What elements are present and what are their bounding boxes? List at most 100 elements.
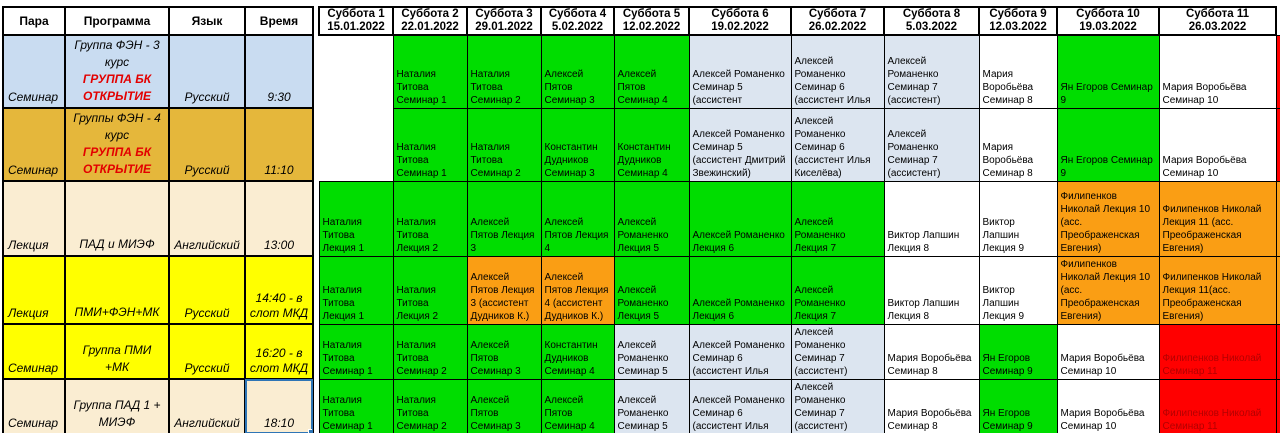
language-cell[interactable]: Русский	[168, 323, 246, 380]
schedule-cell[interactable]: Мария Воробьёва Семинар 8	[883, 323, 980, 380]
schedule-cell[interactable]: Алексей Пятов Семинар 3	[540, 34, 615, 109]
schedule-cell[interactable]: Мария Воробьёва Семинар 10	[1158, 34, 1277, 109]
schedule-cell[interactable]: Алексей Романенко Семинар 6 (ассистент И…	[688, 323, 792, 380]
time-cell-selected[interactable]: 18:10	[244, 378, 314, 433]
schedule-cell[interactable]: Алексей Романенко Лекция 7	[790, 180, 885, 257]
schedule-cell[interactable]: Филипенков Николай Лекция 10 (асс. Преоб…	[1056, 255, 1160, 325]
schedule-cell[interactable]: Наталия Титова Лекция 1	[318, 180, 394, 257]
schedule-cell[interactable]: Алексей Романенко Семинар 6 (ассистент И…	[790, 107, 885, 182]
schedule-cell[interactable]: Константин Дудников Семинар 4	[613, 107, 690, 182]
pair-cell[interactable]: Лекция	[2, 180, 66, 257]
time-cell[interactable]: 13:00	[244, 180, 314, 257]
schedule-cell[interactable]: Мария Воробьёва Семинар 8	[978, 107, 1058, 182]
pair-cell[interactable]: Семинар	[2, 378, 66, 433]
date-header-1[interactable]: Суббота 1 15.01.2022	[318, 6, 394, 36]
schedule-cell[interactable]: Алексей Романенко Лекция 6	[688, 255, 792, 325]
language-cell[interactable]: Русский	[168, 34, 246, 109]
schedule-cell[interactable]: Наталия Титова Семинар 1	[392, 107, 468, 182]
schedule-cell[interactable]: Константин Дудников Семинар 4	[540, 323, 615, 380]
schedule-cell[interactable]: Алексей Романенко Лекция 5	[613, 180, 690, 257]
schedule-cell[interactable]: Алексей Пятов Семинар 3	[466, 378, 542, 433]
schedule-cell[interactable]: Наталия Титова Лекция 2	[392, 180, 468, 257]
program-cell[interactable]: Группа ФЭН - 3 курс ГРУППА БК ОТКРЫТИЕ	[64, 34, 170, 109]
schedule-cell[interactable]: Алексей Пятов Лекция 3	[466, 180, 542, 257]
schedule-cell[interactable]: Константин Дудников Семинар 3	[540, 107, 615, 182]
schedule-cell[interactable]: Виктор Лапшин Лекция 9	[978, 255, 1058, 325]
schedule-cell[interactable]: Алексей Романенко Семинар 5 (ассистент Д…	[688, 107, 792, 182]
schedule-cell[interactable]: Алексей Романенко Семинар 5	[613, 378, 690, 433]
pair-cell[interactable]: Семинар	[2, 323, 66, 380]
schedule-cell[interactable]: Мария Воробьёва Семинар 10	[1056, 323, 1160, 380]
date-header-2[interactable]: Суббота 2 22.01.2022	[392, 6, 468, 36]
date-header-7[interactable]: Суббота 7 26.02.2022	[790, 6, 885, 36]
schedule-cell[interactable]: Наталия Титова Семинар 2	[392, 378, 468, 433]
date-header-6[interactable]: Суббота 6 19.02.2022	[688, 6, 792, 36]
schedule-cell[interactable]: Алексей Пятов Семинар 4	[540, 378, 615, 433]
schedule-cell[interactable]	[319, 108, 393, 181]
language-cell[interactable]: Русский	[168, 255, 246, 325]
schedule-cell[interactable]: Мария Воробьёва Семинар 10	[1056, 378, 1160, 433]
date-header-4[interactable]: Суббота 4 5.02.2022	[540, 6, 615, 36]
schedule-cell[interactable]: Алексей Романенко Семинар 7 (ассистент)	[790, 323, 885, 380]
language-cell[interactable]: Русский	[168, 107, 246, 182]
time-cell[interactable]: 14:40 - в слот МКД	[244, 255, 314, 325]
schedule-cell[interactable]: Ян Егоров Семинар 9	[978, 323, 1058, 380]
schedule-cell[interactable]: Ян Егоров Семинар 9	[1056, 34, 1160, 109]
language-cell[interactable]: Английский	[168, 378, 246, 433]
time-cell[interactable]: 9:30	[244, 34, 314, 109]
schedule-cell[interactable]: Наталия Титова Семинар 1	[318, 378, 394, 433]
header-language[interactable]: Язык	[168, 6, 246, 36]
schedule-cell[interactable]: Наталия Титова Семинар 2	[392, 323, 468, 380]
program-cell[interactable]: ПАД и МИЭФ	[64, 180, 170, 257]
schedule-cell[interactable]: Алексей Романенко Семинар 5	[613, 323, 690, 380]
program-cell[interactable]: Группа ПАД 1 + МИЭФ	[64, 378, 170, 433]
schedule-cell[interactable]: Наталия Титова Семинар 2	[466, 107, 542, 182]
header-pair[interactable]: Пара	[2, 6, 66, 36]
schedule-cell[interactable]: Мария Воробьёва Семинар 10	[1158, 107, 1277, 182]
time-cell[interactable]: 16:20 - в слот МКД	[244, 323, 314, 380]
date-header-5[interactable]: Суббота 5 12.02.2022	[613, 6, 690, 36]
schedule-cell[interactable]: Виктор Лапшин Лекция 8	[883, 180, 980, 257]
schedule-cell[interactable]: Наталия Титова Лекция 1	[318, 255, 394, 325]
schedule-cell[interactable]: Наталия Титова Семинар 1	[318, 323, 394, 380]
schedule-cell[interactable]: Алексей Пятов Лекция 3 (ассистент Дудник…	[466, 255, 542, 325]
schedule-cell[interactable]: Виктор Лапшин Лекция 9	[978, 180, 1058, 257]
schedule-cell[interactable]: Наталия Титова Семинар 1	[392, 34, 468, 109]
schedule-cell[interactable]: Филипенков Николай Семинар 11	[1158, 323, 1277, 380]
schedule-cell[interactable]: Алексей Пятов Лекция 4	[540, 180, 615, 257]
schedule-cell[interactable]: Ян Егоров Семинар 9	[978, 378, 1058, 433]
pair-cell[interactable]: Семинар	[2, 107, 66, 182]
schedule-cell[interactable]: Филипенков Николай Семинар 11	[1158, 378, 1277, 433]
schedule-cell[interactable]: Алексей Пятов Семинар 4	[613, 34, 690, 109]
schedule-cell[interactable]: Алексей Пятов Лекция 4 (ассистент Дудник…	[540, 255, 615, 325]
schedule-cell[interactable]: Алексей Романенко Семинар 7 (ассистент)	[790, 378, 885, 433]
schedule-cell[interactable]	[319, 35, 393, 108]
program-cell[interactable]: Группа ПМИ +МК	[64, 323, 170, 380]
date-header-3[interactable]: Суббота 3 29.01.2022	[466, 6, 542, 36]
schedule-cell[interactable]: Мария Воробьёва Семинар 8	[978, 34, 1058, 109]
date-header-9[interactable]: Суббота 9 12.03.2022	[978, 6, 1058, 36]
header-program[interactable]: Программа	[64, 6, 170, 36]
schedule-cell[interactable]: Филипенков Николай Лекция 11 (асс. Преоб…	[1158, 180, 1277, 257]
schedule-cell[interactable]: Виктор Лапшин Лекция 8	[883, 255, 980, 325]
schedule-cell[interactable]: Алексей Романенко Лекция 7	[790, 255, 885, 325]
schedule-cell[interactable]: Алексей Романенко Лекция 5	[613, 255, 690, 325]
pair-cell[interactable]: Лекция	[2, 255, 66, 325]
language-cell[interactable]: Английский	[168, 180, 246, 257]
program-cell[interactable]: Группы ФЭН - 4 курс ГРУППА БК ОТКРЫТИЕ	[64, 107, 170, 182]
schedule-cell[interactable]: Филипенков Николай Лекция 11(асс. Преобр…	[1158, 255, 1277, 325]
schedule-cell[interactable]: Алексей Романенко Семинар 6 (ассистент И…	[790, 34, 885, 109]
date-header-10[interactable]: Суббота 10 19.03.2022	[1056, 6, 1160, 36]
time-cell[interactable]: 11:10	[244, 107, 314, 182]
schedule-cell[interactable]: Алексей Пятов Семинар 3	[466, 323, 542, 380]
schedule-cell[interactable]: Мария Воробьёва Семинар 8	[883, 378, 980, 433]
date-header-8[interactable]: Суббота 8 5.03.2022	[883, 6, 980, 36]
schedule-cell[interactable]: Наталия Титова Семинар 2	[466, 34, 542, 109]
schedule-cell[interactable]: Алексей Романенко Семинар 6 (ассистент И…	[688, 378, 792, 433]
header-time[interactable]: Время	[244, 6, 314, 36]
pair-cell[interactable]: Семинар	[2, 34, 66, 109]
program-cell[interactable]: ПМИ+ФЭН+МК	[64, 255, 170, 325]
schedule-cell[interactable]: Ян Егоров Семинар 9	[1056, 107, 1160, 182]
schedule-cell[interactable]: Филипенков Николай Лекция 10 (асс. Преоб…	[1056, 180, 1160, 257]
schedule-cell[interactable]: Алексей Романенко Семинар 5 (ассистент	[688, 34, 792, 109]
